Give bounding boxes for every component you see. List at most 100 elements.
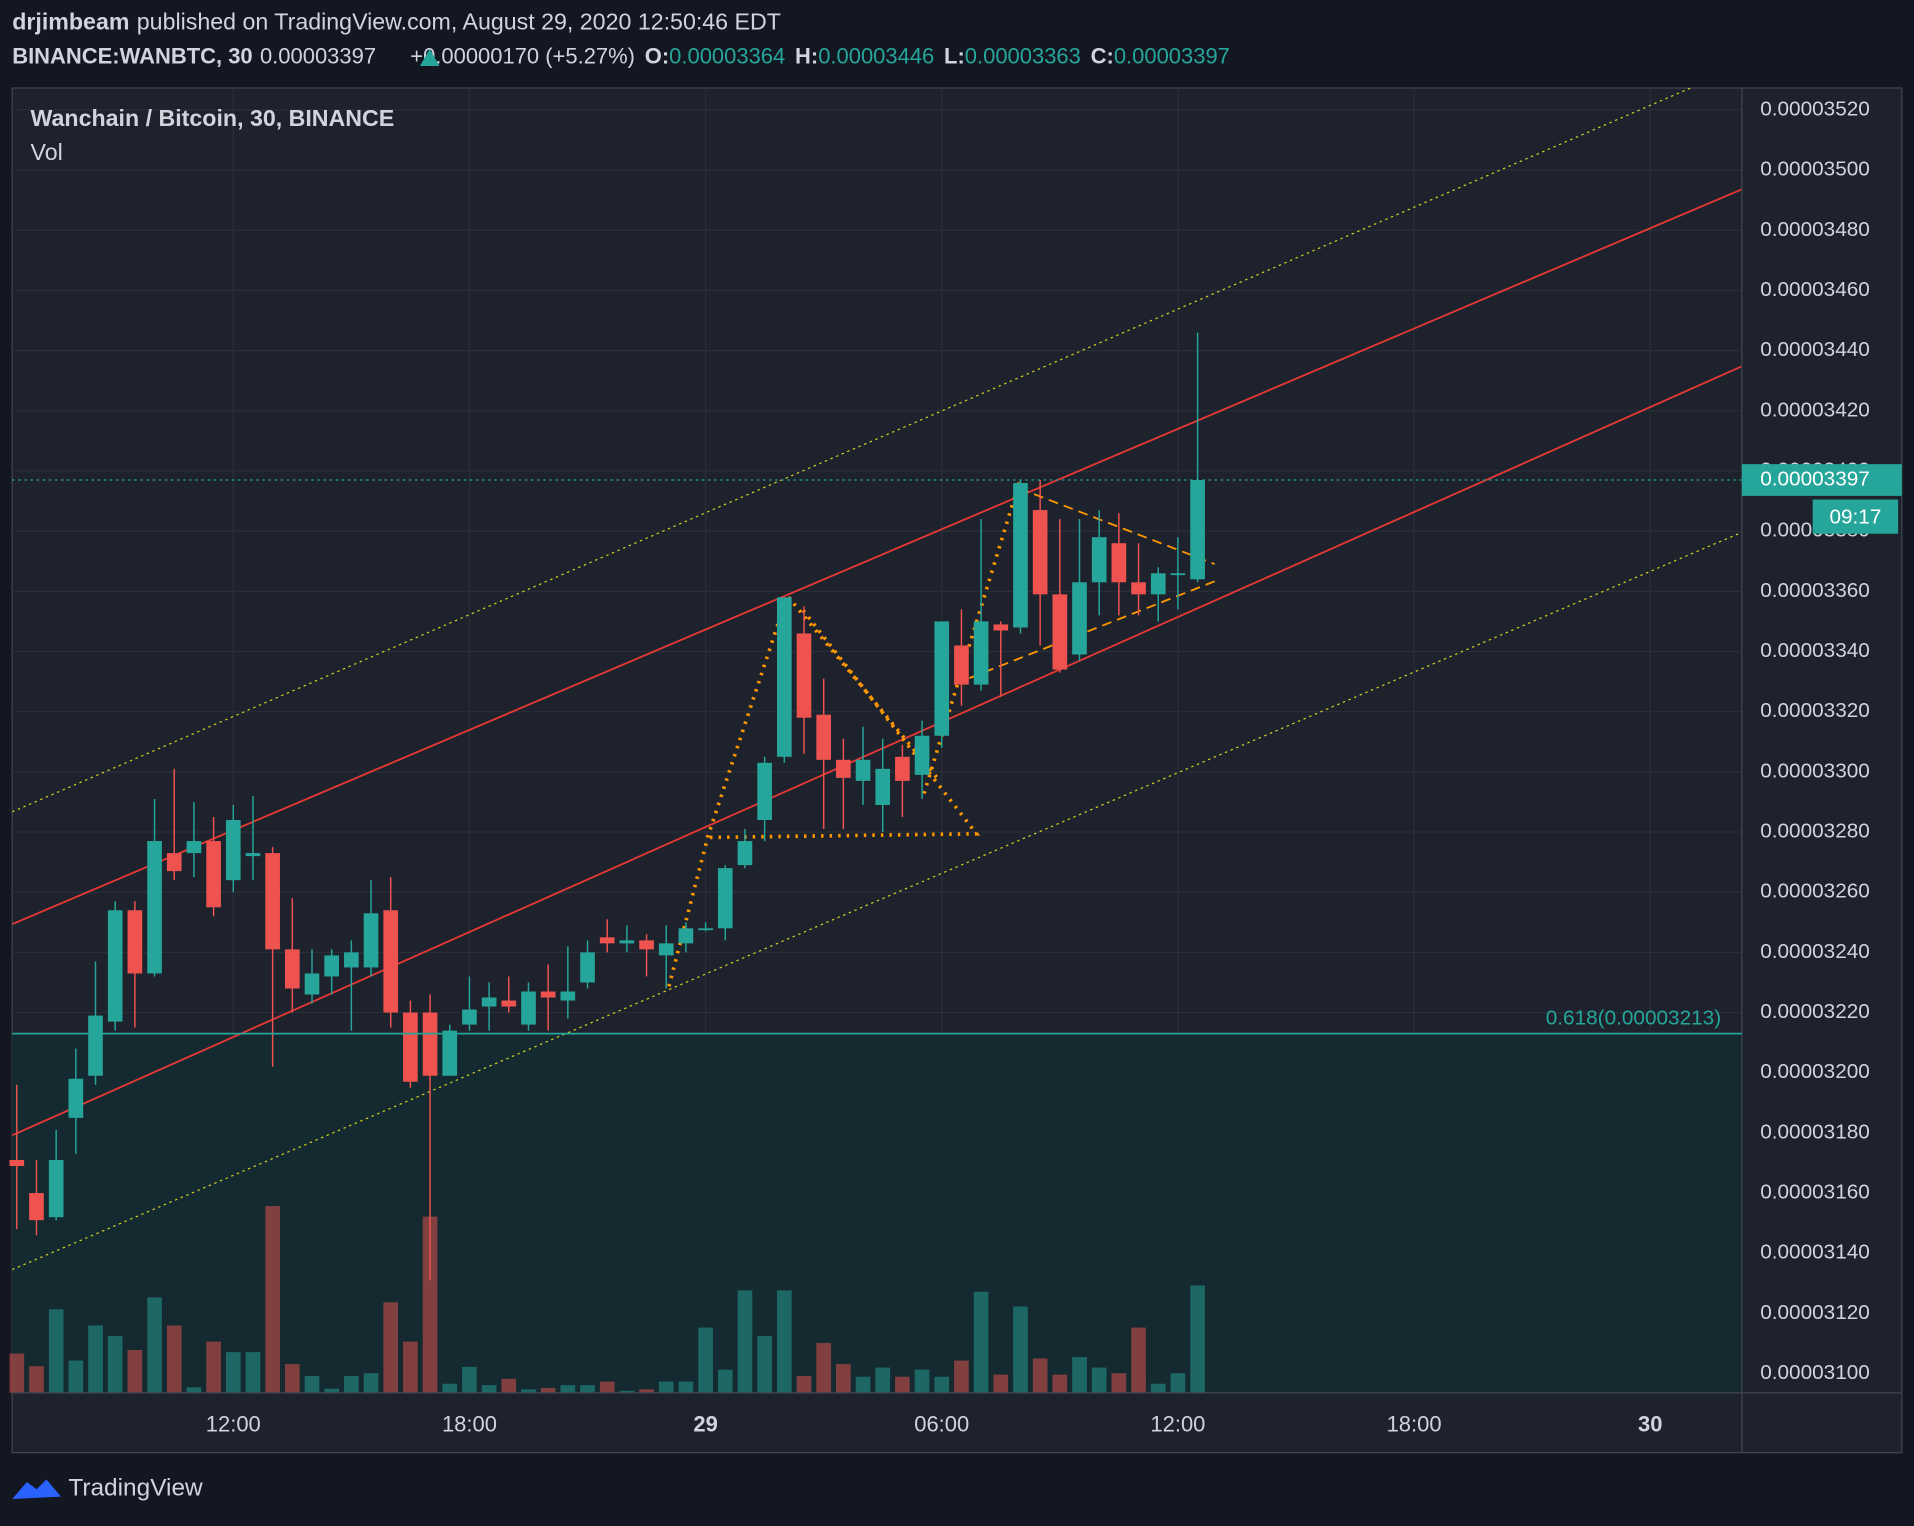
volume-bar bbox=[344, 1376, 359, 1393]
l-label: L: bbox=[944, 43, 965, 68]
x-tick-label: 18:00 bbox=[1387, 1412, 1442, 1437]
chart-title: Wanchain / Bitcoin, 30, BINANCE bbox=[31, 105, 395, 131]
volume-bar bbox=[540, 1387, 556, 1393]
author: drjimbeam bbox=[12, 8, 129, 34]
change: +0.00000170 (+5.27%) bbox=[410, 43, 635, 68]
volume-bar bbox=[816, 1343, 831, 1393]
candle-body bbox=[717, 868, 733, 929]
volume-bar bbox=[363, 1373, 379, 1393]
y-tick-label: 0.00003360 bbox=[1760, 579, 1870, 602]
candle-body bbox=[855, 759, 871, 781]
up-arrow bbox=[419, 48, 440, 67]
candle-body bbox=[344, 952, 359, 968]
y-tick-label: 0.00003520 bbox=[1760, 97, 1870, 120]
candle-body bbox=[442, 1030, 458, 1076]
last-price-box bbox=[1741, 464, 1902, 496]
drawings bbox=[12, 87, 1742, 1271]
candle-body bbox=[284, 949, 300, 989]
h-label: H: bbox=[795, 43, 818, 68]
candle-body bbox=[914, 735, 930, 775]
volume-bar bbox=[29, 1366, 44, 1393]
volume-bar bbox=[88, 1325, 103, 1393]
volume-bar bbox=[1111, 1373, 1127, 1393]
candle-body bbox=[29, 1193, 44, 1221]
candle-body bbox=[1190, 480, 1205, 580]
y-tick-label: 0.00003340 bbox=[1760, 639, 1870, 662]
y-tick-label: 0.00003420 bbox=[1760, 398, 1870, 421]
volume-bar bbox=[324, 1388, 340, 1393]
fib-label: 0.618(0.00003213) bbox=[1546, 1006, 1721, 1029]
y-tick-label: 0.00003120 bbox=[1760, 1301, 1870, 1324]
candle-body bbox=[973, 621, 989, 685]
candle-body bbox=[678, 928, 694, 944]
countdown: 09:17 bbox=[1829, 505, 1881, 528]
x-tick-label: 12:00 bbox=[1150, 1412, 1205, 1437]
volume-bar bbox=[265, 1206, 280, 1393]
volume-bar bbox=[717, 1369, 733, 1393]
brand: TradingView bbox=[68, 1475, 203, 1502]
candle-body bbox=[1032, 510, 1048, 595]
volume-bar bbox=[934, 1376, 950, 1393]
candle-body bbox=[1013, 483, 1028, 628]
o: 0.00003364 bbox=[669, 43, 785, 68]
volume-bar bbox=[993, 1374, 1009, 1393]
volume-bar bbox=[580, 1385, 595, 1393]
volume-bar bbox=[9, 1353, 25, 1393]
y-tick-label: 0.00003300 bbox=[1760, 759, 1870, 782]
volume-bar bbox=[68, 1360, 84, 1393]
volume-bar bbox=[973, 1291, 989, 1393]
pattern-left bbox=[667, 592, 942, 987]
volume-bar bbox=[875, 1367, 891, 1393]
y-tick-label: 0.00003280 bbox=[1760, 820, 1870, 843]
volume-bar bbox=[501, 1378, 517, 1393]
symbol: BINANCE:WANBTC, 30 bbox=[12, 43, 252, 68]
h: 0.00003446 bbox=[818, 43, 934, 68]
candle-body bbox=[363, 913, 379, 968]
x-tick-label: 06:00 bbox=[914, 1412, 969, 1437]
y-tick-label: 0.00003320 bbox=[1760, 699, 1870, 722]
candle-body bbox=[9, 1159, 25, 1167]
candle-body bbox=[1052, 594, 1068, 670]
candle-body bbox=[1072, 582, 1087, 655]
volume-bar bbox=[1190, 1285, 1205, 1393]
volume-bar bbox=[1150, 1383, 1166, 1393]
volume-bar bbox=[776, 1290, 792, 1393]
volume-bar bbox=[245, 1352, 261, 1393]
candle-body bbox=[619, 940, 635, 944]
volume-bar bbox=[914, 1369, 930, 1393]
candle-body bbox=[147, 841, 162, 974]
volume-bar bbox=[186, 1387, 202, 1393]
channel-upper bbox=[12, 188, 1742, 925]
volume-bar bbox=[639, 1389, 654, 1393]
candle-body bbox=[304, 973, 320, 995]
candle-body bbox=[580, 952, 595, 983]
fib-zone bbox=[12, 1033, 1742, 1393]
volume-bar bbox=[481, 1385, 497, 1393]
volume-bar bbox=[658, 1381, 674, 1393]
volume-bar bbox=[796, 1376, 812, 1393]
candle-body bbox=[1131, 582, 1146, 595]
volume-bar bbox=[403, 1341, 418, 1393]
x-tick-label: 18:00 bbox=[442, 1412, 497, 1437]
volume-bar bbox=[147, 1297, 162, 1393]
countdown-box bbox=[1812, 499, 1899, 534]
candle-body bbox=[422, 1012, 438, 1076]
volume-bar bbox=[1013, 1306, 1028, 1393]
candle-body bbox=[1150, 573, 1166, 595]
y-tick-label: 0.00003440 bbox=[1760, 338, 1870, 361]
volume-bar bbox=[1091, 1367, 1107, 1393]
last-price-label: 0.00003397 bbox=[1760, 467, 1870, 490]
candle-body bbox=[776, 597, 792, 757]
candle-body bbox=[698, 928, 713, 931]
volume-label: Vol bbox=[31, 139, 63, 165]
candle-body bbox=[993, 624, 1009, 631]
y-tick-label: 0.00003260 bbox=[1760, 880, 1870, 903]
candle-body bbox=[639, 940, 654, 950]
logo bbox=[12, 1479, 62, 1500]
volume-bar bbox=[225, 1352, 241, 1393]
candle-body bbox=[560, 991, 576, 1001]
volume-bar bbox=[599, 1381, 615, 1393]
candle-body bbox=[166, 853, 182, 872]
volume-bar bbox=[737, 1290, 753, 1393]
y-tick-label: 0.00003200 bbox=[1760, 1060, 1870, 1083]
